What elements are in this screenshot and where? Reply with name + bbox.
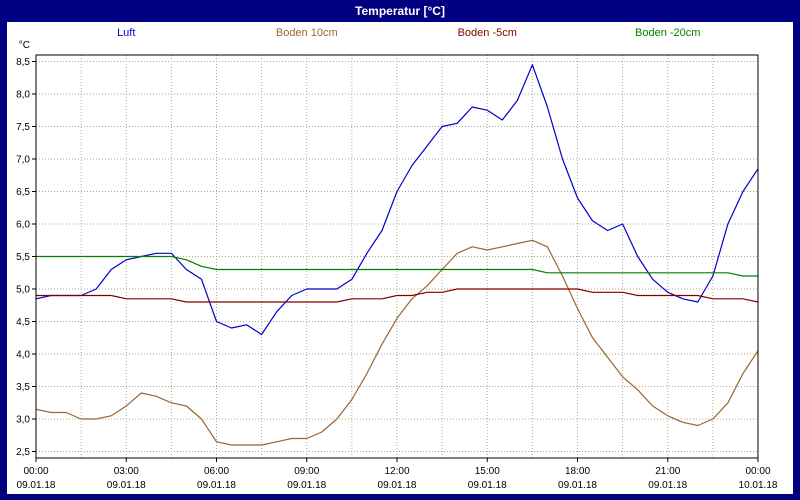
legend-item-boden-10cm: Boden 10cm <box>276 27 338 39</box>
plot-border <box>35 54 759 459</box>
grid-lines <box>36 55 758 458</box>
y-tick-label: 8,0 <box>16 90 30 101</box>
x-tick-time-label: 06:00 <box>204 466 229 477</box>
y-tick-label: 3,0 <box>16 415 30 426</box>
series-line-boden-10cm <box>35 239 759 446</box>
legend: Luft Boden 10cm Boden -5cm Boden -20cm <box>117 27 700 39</box>
x-tick-time-label: 12:00 <box>384 466 409 477</box>
chart-canvas <box>7 22 793 494</box>
series-line-luft <box>35 64 759 336</box>
series-line-boden-20cm <box>36 255 758 277</box>
legend-item-boden-20cm: Boden -20cm <box>635 27 700 39</box>
x-tick-time-label: 21:00 <box>655 466 680 477</box>
x-tick-date-label: 10.01.18 <box>739 480 778 491</box>
x-tick-time-label: 09:00 <box>294 466 319 477</box>
y-tick-label: 5,5 <box>16 252 30 263</box>
x-tick-time-label: 00:00 <box>23 466 48 477</box>
x-tick-date-label: 09.01.18 <box>107 480 146 491</box>
axis-ticks <box>32 61 759 462</box>
y-tick-label: 2,5 <box>16 447 30 458</box>
legend-item-luft: Luft <box>117 27 135 39</box>
y-tick-label: 3,5 <box>16 382 30 393</box>
y-tick-label: 7,0 <box>16 155 30 166</box>
series-line-boden-5cm <box>36 288 759 303</box>
y-tick-label: 6,0 <box>16 220 30 231</box>
x-tick-date-label: 09.01.18 <box>378 480 417 491</box>
x-tick-date-label: 09.01.18 <box>17 480 56 491</box>
x-tick-time-label: 15:00 <box>475 466 500 477</box>
legend-item-boden-5cm: Boden -5cm <box>458 27 517 39</box>
y-tick-label: 6,5 <box>16 187 30 198</box>
x-tick-time-label: 03:00 <box>114 466 139 477</box>
x-tick-date-label: 09.01.18 <box>287 480 326 491</box>
y-tick-label: 8,5 <box>16 57 30 68</box>
y-tick-label: 4,5 <box>16 317 30 328</box>
x-tick-time-label: 00:00 <box>745 466 770 477</box>
x-tick-date-label: 09.01.18 <box>558 480 597 491</box>
series-lines <box>35 64 759 446</box>
y-tick-label: 5,0 <box>16 285 30 296</box>
x-tick-date-label: 09.01.18 <box>197 480 236 491</box>
y-tick-label: 4,0 <box>16 350 30 361</box>
axis-labels: 2,5 3,0 3,5 4,0 4,5 5,0 5,5 6,0 6,5 7,0 7,5 8,0 8,5 0… <box>16 40 778 491</box>
title-bar: Temperatur [°C] <box>0 0 800 22</box>
chart-title: Temperatur [°C] <box>355 4 445 18</box>
x-tick-date-label: 09.01.18 <box>648 480 687 491</box>
y-axis-unit-label: °C <box>19 40 30 51</box>
x-tick-date-label: 09.01.18 <box>468 480 507 491</box>
x-tick-time-label: 18:00 <box>565 466 590 477</box>
y-tick-label: 7,5 <box>16 122 30 133</box>
